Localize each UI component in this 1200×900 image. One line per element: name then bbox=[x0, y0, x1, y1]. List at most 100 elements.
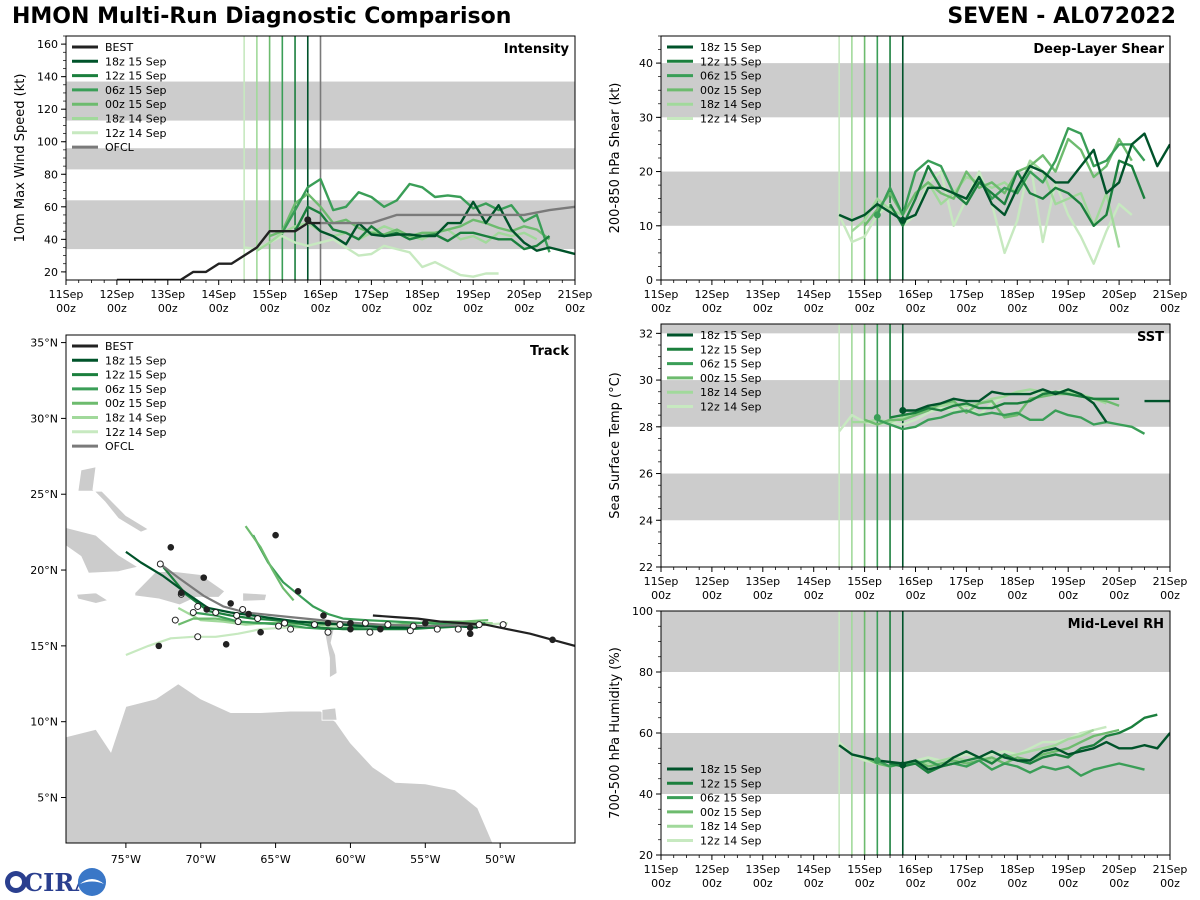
track-point-open bbox=[384, 621, 392, 629]
legend-label-18z-14-sep: 18z 14 Sep bbox=[105, 412, 167, 425]
x-tick-label-hour: 00z bbox=[753, 589, 773, 602]
legend-label-12z-15-sep: 12z 15 Sep bbox=[105, 70, 167, 83]
lat-tick-label: 20°N bbox=[30, 564, 58, 577]
y-tick-label: 20 bbox=[639, 849, 653, 862]
y-axis-label: Sea Surface Temp (°C) bbox=[608, 372, 623, 519]
x-tick-label: 20Sep bbox=[1102, 575, 1137, 588]
track-point-filled bbox=[324, 619, 332, 627]
y-tick-label: 60 bbox=[44, 201, 58, 214]
track-point-open bbox=[366, 628, 374, 636]
lon-tick-label: 70°W bbox=[186, 853, 216, 866]
y-tick-label: 0 bbox=[646, 274, 653, 287]
legend-label-12z-14-sep: 12z 14 Sep bbox=[700, 835, 762, 848]
x-tick-label: 21Sep bbox=[558, 288, 593, 301]
x-tick-label: 16Sep bbox=[898, 288, 933, 301]
track-line-00z-15-sep bbox=[244, 525, 295, 602]
y-tick-label: 28 bbox=[639, 421, 653, 434]
y-axis-label: 200-850 hPa Shear (kt) bbox=[608, 83, 623, 234]
track-point-filled bbox=[549, 636, 556, 644]
legend-label-00z-15-sep: 00z 15 Sep bbox=[700, 84, 762, 97]
legend-label-12z-14-sep: 12z 14 Sep bbox=[700, 401, 762, 414]
track-line-18z-15-sep bbox=[125, 550, 478, 629]
y-tick-label: 140 bbox=[37, 71, 58, 84]
x-tick-label: 13Sep bbox=[150, 288, 185, 301]
x-tick-label: 18Sep bbox=[405, 288, 440, 301]
x-tick-label: 18Sep bbox=[1000, 863, 1035, 876]
track-point-open bbox=[433, 625, 441, 633]
x-tick-label: 21Sep bbox=[1153, 863, 1188, 876]
x-tick-label-hour: 00z bbox=[1109, 877, 1129, 890]
legend-label-18z-14-sep: 18z 14 Sep bbox=[700, 98, 762, 111]
legend-label-18z-14-sep: 18z 14 Sep bbox=[700, 386, 762, 399]
x-tick-label-hour: 00z bbox=[1058, 302, 1078, 315]
x-tick-label: 19Sep bbox=[1051, 575, 1086, 588]
x-tick-label-hour: 00z bbox=[56, 302, 76, 315]
init-marker-18z-15-sep bbox=[899, 216, 907, 224]
legend-label-12z-15-sep: 12z 15 Sep bbox=[700, 343, 762, 356]
x-tick-label: 19Sep bbox=[1051, 863, 1086, 876]
legend-label-18z-14-sep: 18z 14 Sep bbox=[700, 820, 762, 833]
y-tick-label: 20 bbox=[639, 166, 653, 179]
y-tick-label: 24 bbox=[639, 514, 653, 527]
track-point-open bbox=[194, 633, 202, 641]
series-line-06z-15-sep bbox=[876, 409, 1146, 435]
axes-frame bbox=[65, 334, 576, 844]
legend-label-12z-14-sep: 12z 14 Sep bbox=[700, 113, 762, 126]
x-tick-label-hour: 00z bbox=[753, 302, 773, 315]
figure-title: HMON Multi-Run Diagnostic Comparison bbox=[12, 4, 512, 29]
x-tick-label: 15Sep bbox=[252, 288, 287, 301]
south-america-landmass bbox=[66, 683, 494, 843]
series-line-12z-15-sep bbox=[889, 390, 1120, 419]
cira-globe-inner-icon bbox=[10, 876, 22, 888]
track-point-open bbox=[281, 619, 289, 627]
plot-area bbox=[661, 324, 1170, 567]
x-tick-label-hour: 00z bbox=[1007, 302, 1027, 315]
x-tick-label: 12Sep bbox=[695, 575, 730, 588]
track-point-filled bbox=[466, 630, 474, 638]
y-tick-label: 26 bbox=[639, 468, 653, 481]
y-tick-label: 10 bbox=[639, 220, 653, 233]
init-marker-18z-15-sep bbox=[899, 761, 907, 769]
x-tick-label-hour: 00z bbox=[702, 589, 722, 602]
x-tick-label-hour: 00z bbox=[957, 877, 977, 890]
x-tick-label-hour: 00z bbox=[1160, 877, 1180, 890]
track-point-open bbox=[254, 615, 262, 623]
x-tick-label: 13Sep bbox=[745, 288, 780, 301]
track-point-filled bbox=[466, 624, 474, 631]
init-marker-best bbox=[304, 216, 312, 224]
legend-label-06z-15-sep: 06z 15 Sep bbox=[105, 383, 167, 396]
legend-label-18z-15-sep: 18z 15 Sep bbox=[105, 354, 167, 367]
cuba-landmass bbox=[66, 527, 139, 574]
y-tick-label: 40 bbox=[44, 233, 58, 246]
init-marker-18z-15-sep bbox=[899, 406, 907, 414]
legend-label-ofcl: OFCL bbox=[105, 440, 135, 453]
legend-label-00z-15-sep: 00z 15 Sep bbox=[105, 98, 167, 111]
x-tick-label: 17Sep bbox=[354, 288, 389, 301]
series-line-18z-15-sep bbox=[902, 388, 1108, 423]
x-tick-label-hour: 00z bbox=[702, 877, 722, 890]
track-point-filled bbox=[347, 625, 354, 633]
track-point-open bbox=[336, 621, 344, 629]
x-tick-label: 21Sep bbox=[1153, 575, 1188, 588]
series-line-12z-14-sep bbox=[243, 234, 499, 278]
y-tick-label: 30 bbox=[639, 111, 653, 124]
track-point-filled bbox=[294, 587, 302, 595]
series-line-best bbox=[116, 221, 321, 280]
series-line-00z-15-sep bbox=[863, 137, 1133, 227]
legend-label-18z-15-sep: 18z 15 Sep bbox=[700, 329, 762, 342]
x-tick-label: 15Sep bbox=[847, 863, 882, 876]
lat-tick-label: 25°N bbox=[30, 488, 58, 501]
track-point-filled bbox=[377, 625, 384, 633]
y-tick-label: 32 bbox=[639, 327, 653, 340]
puerto-rico-landmass bbox=[242, 592, 268, 602]
x-tick-label: 12Sep bbox=[100, 288, 135, 301]
series-line-18z-15-sep bbox=[306, 200, 575, 256]
x-tick-label-hour: 00z bbox=[107, 302, 127, 315]
track-point-filled bbox=[167, 543, 175, 551]
lat-tick-label: 35°N bbox=[30, 337, 58, 350]
legend-label-06z-15-sep: 06z 15 Sep bbox=[700, 792, 762, 805]
y-axis-label: 700-500 hPa Humidity (%) bbox=[608, 647, 623, 819]
legend-label-best: BEST bbox=[105, 41, 133, 54]
x-tick-label-hour: 00z bbox=[906, 589, 926, 602]
x-tick-label-hour: 00z bbox=[906, 877, 926, 890]
